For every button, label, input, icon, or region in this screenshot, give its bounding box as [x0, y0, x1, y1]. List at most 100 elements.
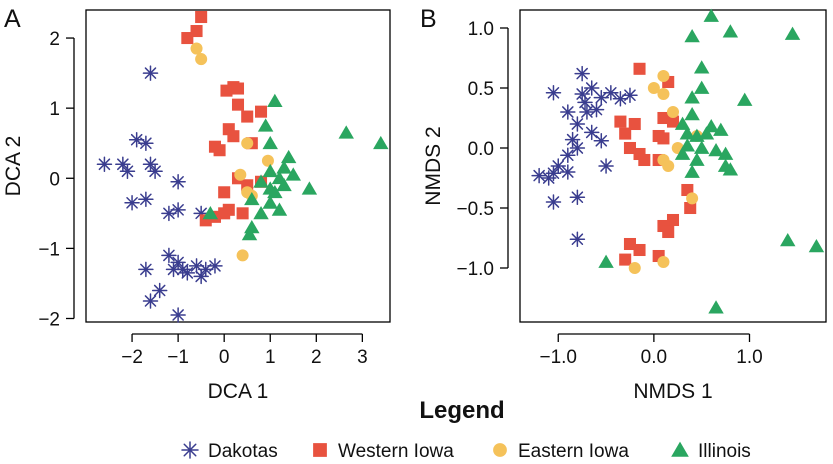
- point-illinois: [674, 116, 691, 130]
- legend-title: Legend: [419, 397, 504, 424]
- point-eastern-iowa: [261, 154, 274, 167]
- legend-label-western-iowa: Western Iowa: [338, 441, 454, 462]
- point-western-iowa: [195, 10, 208, 24]
- point-dakotas: [193, 205, 209, 222]
- point-illinois: [267, 184, 283, 199]
- series-dakotas-a: [96, 65, 223, 323]
- point-illinois: [684, 90, 700, 104]
- point-illinois: [674, 146, 691, 160]
- panel-a-dca: −2 −1 0 1 2 3 −2 −1 0 1 2 DCA 1 DCA 2 A: [2, 5, 391, 403]
- point-illinois: [689, 152, 705, 166]
- point-illinois: [262, 135, 278, 150]
- point-eastern-iowa: [628, 261, 641, 275]
- point-dakotas: [612, 91, 629, 107]
- point-dakotas: [560, 104, 576, 120]
- point-western-iowa: [633, 62, 646, 75]
- point-dakotas: [142, 293, 159, 309]
- point-western-iowa: [218, 186, 231, 199]
- point-dakotas: [207, 258, 223, 274]
- point-eastern-iowa: [657, 87, 670, 101]
- point-dakotas: [583, 124, 600, 141]
- point-western-iowa: [236, 207, 249, 220]
- point-illinois: [253, 174, 269, 188]
- y-tick-label-b: 0.5: [468, 79, 494, 100]
- point-illinois: [722, 24, 739, 38]
- point-eastern-iowa: [657, 69, 670, 83]
- point-eastern-iowa: [234, 168, 247, 181]
- point-western-iowa: [633, 243, 646, 257]
- legend-marker-illinois: [671, 441, 689, 457]
- point-dakotas: [569, 189, 586, 205]
- point-dakotas: [531, 167, 547, 184]
- point-illinois: [679, 126, 696, 140]
- y-tick-label-b: 1.0: [468, 19, 494, 40]
- point-illinois: [241, 227, 258, 241]
- y-axis-title-a: DCA 2: [2, 136, 25, 197]
- point-illinois: [276, 177, 292, 192]
- point-illinois: [598, 254, 614, 268]
- point-western-iowa: [619, 127, 632, 140]
- point-illinois: [679, 138, 696, 152]
- point-dakotas: [560, 164, 576, 180]
- point-illinois: [271, 202, 288, 216]
- point-dakotas: [583, 80, 600, 96]
- point-dakotas: [593, 133, 610, 149]
- point-illinois: [717, 146, 734, 160]
- point-illinois: [373, 135, 389, 150]
- y-tick-label-a: −2: [38, 309, 60, 330]
- y-tick-label-b: −1.0: [456, 259, 494, 280]
- y-tick-label-a: 2: [49, 29, 60, 50]
- point-western-iowa: [218, 207, 231, 220]
- point-western-iowa: [222, 123, 235, 136]
- series-western-iowa-a: [181, 10, 268, 227]
- legend-marker-dakotas: [181, 441, 199, 459]
- y-tick-label-a: −1: [38, 239, 60, 260]
- point-western-iowa: [666, 115, 680, 128]
- x-tick-label-a: 2: [311, 347, 322, 368]
- point-illinois: [703, 8, 719, 22]
- legend-marker-eastern-iowa: [493, 443, 507, 457]
- x-tick-label-a: −2: [121, 347, 143, 368]
- y-axis-title-b: NMDS 2: [422, 126, 445, 205]
- panel-label-b: B: [420, 5, 437, 33]
- point-illinois: [267, 93, 283, 108]
- point-western-iowa: [623, 141, 636, 155]
- legend-item-dakotas: Dakotas: [181, 441, 278, 462]
- point-eastern-iowa: [686, 192, 699, 205]
- point-illinois: [684, 107, 700, 121]
- point-illinois: [257, 118, 274, 132]
- legend-label-dakotas: Dakotas: [208, 441, 278, 462]
- point-dakotas: [142, 65, 159, 81]
- point-eastern-iowa: [236, 249, 249, 262]
- point-dakotas: [588, 101, 605, 118]
- series-dakotas-b: [531, 65, 638, 247]
- point-dakotas: [151, 282, 168, 299]
- point-western-iowa: [181, 32, 194, 45]
- plot-frame-a: [85, 9, 391, 323]
- point-illinois: [262, 163, 278, 178]
- x-axis-title-a: DCA 1: [208, 380, 269, 403]
- point-western-iowa: [662, 225, 675, 239]
- point-illinois: [708, 143, 724, 157]
- point-dakotas: [96, 156, 113, 172]
- point-western-iowa: [614, 115, 627, 128]
- y-tick-label-b: 0.0: [468, 139, 494, 160]
- legend: Dakotas Western Iowa Eastern Iowa Illinois: [181, 441, 751, 462]
- point-dakotas: [603, 85, 619, 101]
- plot-frame-b: [519, 9, 827, 323]
- point-illinois: [684, 164, 700, 178]
- x-tick-label-b: 1.0: [736, 347, 762, 368]
- point-dakotas: [545, 85, 562, 101]
- point-dakotas: [138, 191, 154, 208]
- x-tick-label-b: 0.0: [641, 347, 667, 368]
- point-dakotas: [569, 231, 586, 247]
- point-dakotas: [119, 163, 136, 180]
- point-western-iowa: [666, 213, 680, 227]
- point-western-iowa: [638, 153, 651, 167]
- panel-b-nmds: −1.0 0.0 1.0 −1.0 −0.5 0.0 0.5 1.0 NMDS 1 NMDS 2 B: [420, 5, 827, 403]
- point-eastern-iowa: [666, 105, 680, 119]
- point-eastern-iowa: [647, 81, 660, 95]
- point-illinois: [301, 181, 318, 195]
- panel-label-a: A: [4, 5, 21, 33]
- point-western-iowa: [255, 105, 268, 118]
